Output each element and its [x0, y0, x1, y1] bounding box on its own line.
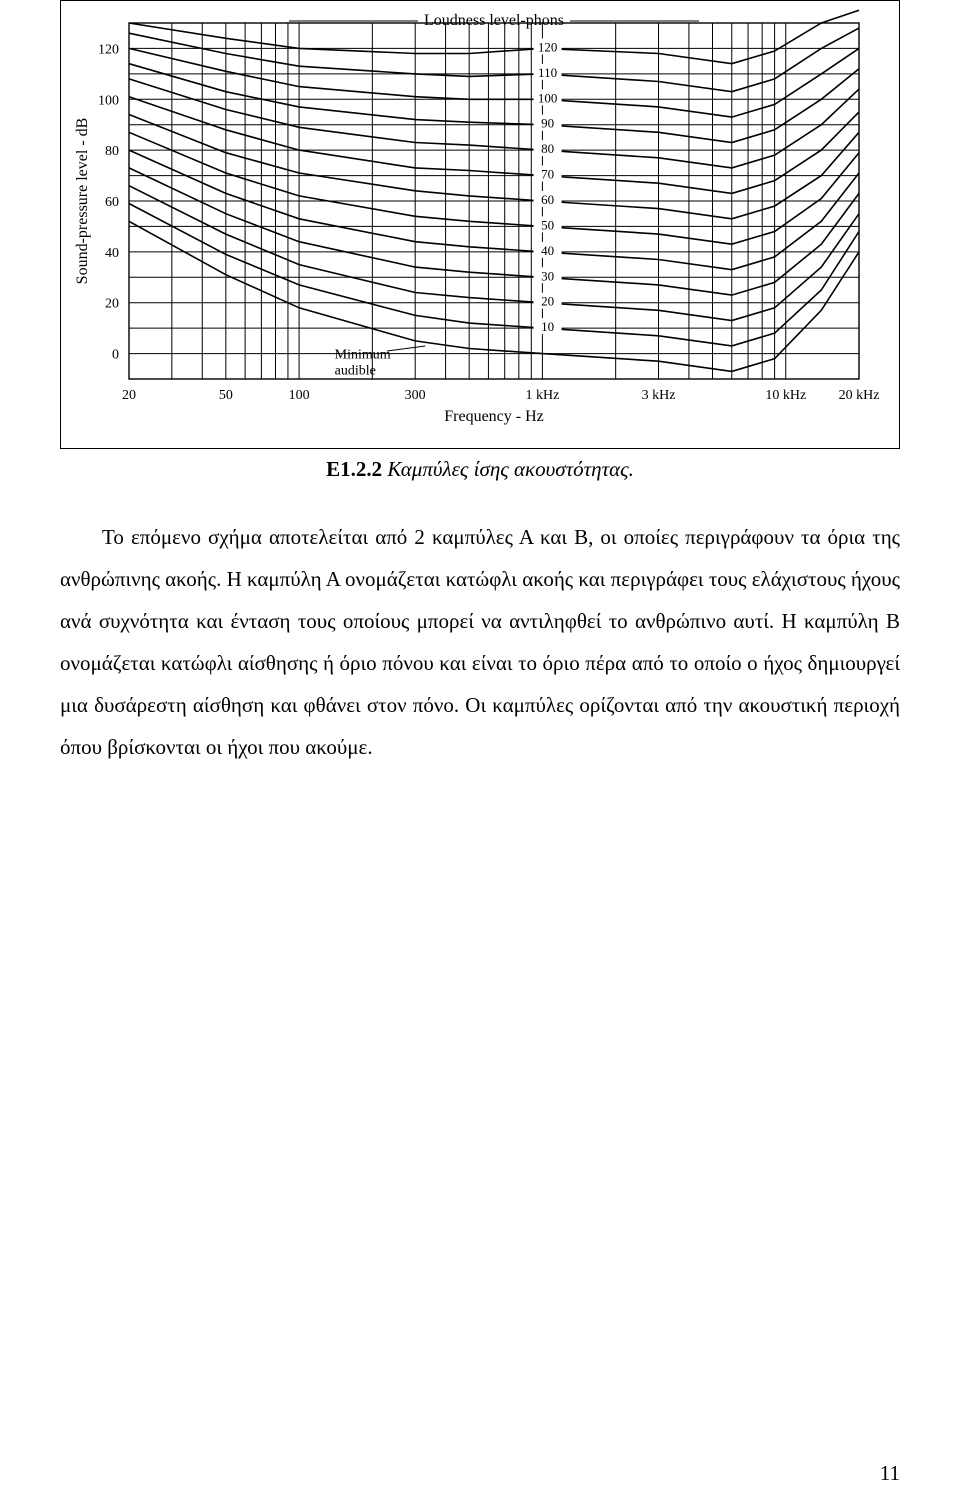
svg-text:80: 80: [105, 144, 119, 159]
svg-text:120: 120: [98, 42, 119, 57]
svg-text:Loudness level-phons: Loudness level-phons: [424, 12, 564, 29]
svg-text:30: 30: [541, 268, 554, 283]
figure-title: Καμπύλες ίσης ακουστότητας.: [387, 457, 634, 481]
svg-text:Sound-pressure level - dB: Sound-pressure level - dB: [74, 118, 91, 285]
svg-text:1 kHz: 1 kHz: [526, 388, 560, 403]
svg-text:120: 120: [538, 39, 558, 54]
svg-text:40: 40: [105, 246, 119, 261]
svg-text:Minimum: Minimum: [335, 348, 391, 363]
equal-loudness-chart: 0 20 40 60 80 100 120 20 50 100 300 1 kHz 3 kHz 10 kH…: [69, 9, 899, 439]
svg-text:100: 100: [289, 388, 310, 403]
svg-text:20 kHz: 20 kHz: [839, 388, 880, 403]
figure-caption: Ε1.2.2 Καμπύλες ίσης ακουστότητας.: [60, 457, 900, 482]
svg-text:Frequency - Hz: Frequency - Hz: [444, 408, 544, 425]
svg-text:100: 100: [538, 90, 558, 105]
body-text: Το επόμενο σχήμα αποτελείται από 2 καμπύ…: [60, 516, 900, 768]
svg-text:50: 50: [219, 388, 233, 403]
svg-text:60: 60: [105, 195, 119, 210]
svg-text:0: 0: [112, 348, 119, 363]
svg-text:audible: audible: [335, 364, 376, 379]
svg-text:300: 300: [405, 388, 426, 403]
figure-number: Ε1.2.2: [326, 457, 382, 481]
paragraph-1: Το επόμενο σχήμα αποτελείται από 2 καμπύ…: [60, 516, 900, 768]
svg-text:90: 90: [541, 116, 554, 131]
svg-text:20: 20: [122, 388, 136, 403]
svg-text:40: 40: [541, 243, 554, 258]
svg-text:100: 100: [98, 93, 119, 108]
svg-text:20: 20: [541, 294, 554, 309]
svg-text:3 kHz: 3 kHz: [642, 388, 676, 403]
svg-text:110: 110: [538, 65, 557, 80]
figure-equal-loudness: 0 20 40 60 80 100 120 20 50 100 300 1 kHz 3 kHz 10 kH…: [60, 0, 900, 449]
svg-text:50: 50: [541, 217, 554, 232]
svg-text:70: 70: [541, 167, 554, 182]
svg-text:60: 60: [541, 192, 554, 207]
svg-text:80: 80: [541, 141, 554, 156]
svg-text:10: 10: [541, 319, 554, 334]
svg-text:10 kHz: 10 kHz: [765, 388, 806, 403]
page-number: 11: [880, 1461, 900, 1486]
svg-text:20: 20: [105, 297, 119, 312]
